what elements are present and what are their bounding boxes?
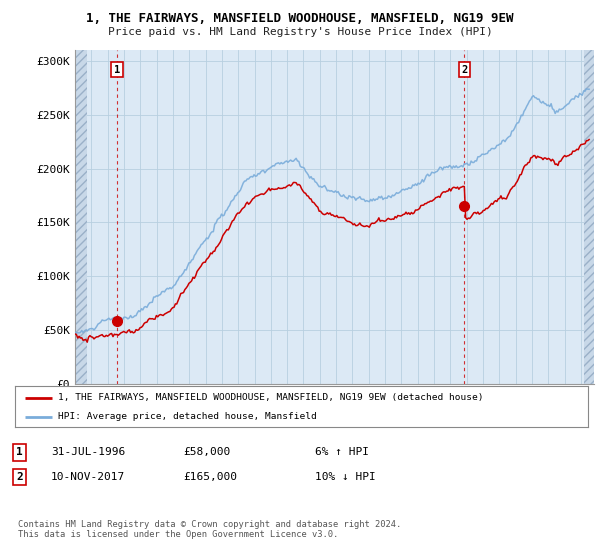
Bar [584, 50, 594, 384]
Text: 1, THE FAIRWAYS, MANSFIELD WOODHOUSE, MANSFIELD, NG19 9EW (detached house): 1, THE FAIRWAYS, MANSFIELD WOODHOUSE, MA… [58, 393, 484, 402]
Bar [75, 50, 87, 384]
Text: Price paid vs. HM Land Registry's House Price Index (HPI): Price paid vs. HM Land Registry's House … [107, 27, 493, 37]
Text: Contains HM Land Registry data © Crown copyright and database right 2024.
This d: Contains HM Land Registry data © Crown c… [18, 520, 401, 539]
Text: 2: 2 [461, 65, 467, 74]
Text: £165,000: £165,000 [183, 472, 237, 482]
Text: 6% ↑ HPI: 6% ↑ HPI [315, 447, 369, 458]
Text: 1: 1 [16, 447, 23, 458]
Text: HPI: Average price, detached house, Mansfield: HPI: Average price, detached house, Mans… [58, 412, 317, 421]
Text: 1, THE FAIRWAYS, MANSFIELD WOODHOUSE, MANSFIELD, NG19 9EW: 1, THE FAIRWAYS, MANSFIELD WOODHOUSE, MA… [86, 12, 514, 25]
Text: 1: 1 [114, 65, 120, 74]
Text: 2: 2 [16, 472, 23, 482]
Text: 10% ↓ HPI: 10% ↓ HPI [315, 472, 376, 482]
Text: 31-JUL-1996: 31-JUL-1996 [51, 447, 125, 458]
Text: 10-NOV-2017: 10-NOV-2017 [51, 472, 125, 482]
Text: £58,000: £58,000 [183, 447, 230, 458]
